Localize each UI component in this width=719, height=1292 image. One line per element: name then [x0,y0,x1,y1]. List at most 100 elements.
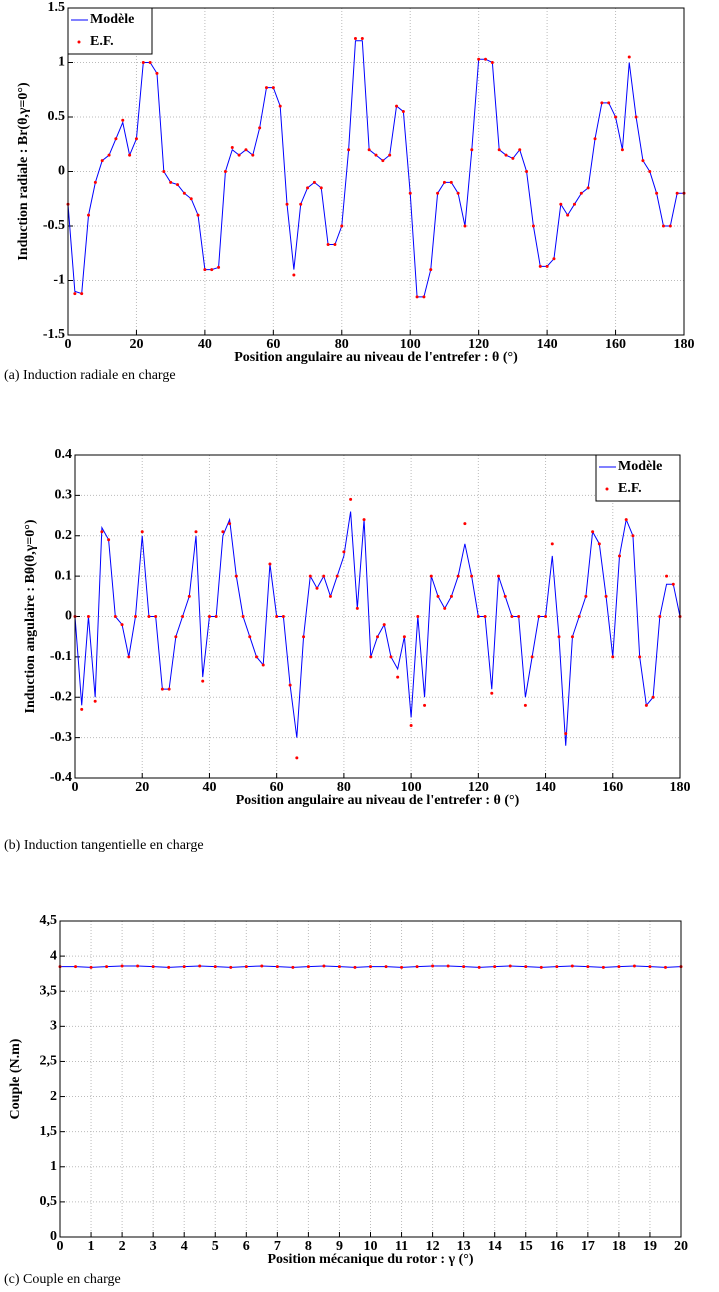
data-point [80,292,84,296]
x-tick-label: 13 [457,1239,471,1254]
x-tick-label: 7 [274,1239,281,1254]
x-tick-label: 140 [537,337,558,352]
y-tick-label: 0,5 [40,1194,58,1209]
data-point [295,756,299,760]
data-point [181,615,185,618]
data-point [230,146,234,150]
y-tick-label: -0.2 [50,689,72,704]
data-point [105,965,109,969]
x-tick-label: 140 [535,780,556,795]
y-tick-label: 1 [58,55,65,70]
x-tick-label: 19 [643,1239,657,1254]
data-point [198,964,202,968]
x-axis-label: Position angulaire au niveau de l'entref… [234,350,518,365]
data-point [369,965,372,969]
data-point [322,574,326,578]
data-point [353,37,357,41]
data-point [264,86,268,90]
y-tick-label: 1 [50,1159,57,1174]
data-point [584,594,588,598]
data-point [436,191,440,195]
x-tick-label: 60 [270,780,284,795]
data-point [401,110,405,114]
data-point [113,615,117,618]
data-point [213,965,217,969]
y-tick-label: 0.4 [55,447,73,462]
data-point [374,153,378,157]
data-point [531,224,535,228]
data-point [408,191,412,195]
y-tick-label: 4 [50,948,57,963]
x-axis-label: Position mécanique du rotor : γ (°) [267,1252,473,1267]
data-point [572,202,576,206]
data-point [545,264,549,268]
data-point [620,148,624,152]
x-tick-label: 160 [602,780,623,795]
data-point [134,615,137,618]
data-point [107,538,111,542]
x-tick-label: 14 [488,1239,502,1254]
legend-label: E.F. [90,34,114,49]
x-tick-label: 0 [72,780,79,795]
data-point [151,965,155,969]
data-point [86,615,90,618]
legend-label: Modèle [618,459,662,474]
data-point [484,57,488,61]
data-point [641,159,645,163]
data-point [340,224,344,228]
legend-box [67,7,153,55]
data-point [384,965,388,969]
data-point [251,153,255,157]
plot-area [60,921,681,1237]
data-point [449,180,453,184]
data-point [347,148,351,152]
data-point [174,635,178,639]
plot-frame [74,454,681,779]
data-point [221,530,225,534]
x-tick-label: 8 [305,1239,312,1254]
data-point [337,965,341,969]
data-point [223,170,227,173]
y-tick-label: -1.5 [43,327,65,342]
data-point [141,61,145,64]
data-point [176,183,180,187]
data-point [120,964,124,968]
x-tick-label: 6 [243,1239,250,1254]
data-point [167,687,171,691]
data-point [586,965,590,969]
data-point [517,615,521,618]
data-point [658,615,662,618]
data-point [167,965,171,969]
y-tick-label: 0.1 [55,568,73,583]
data-point [322,964,326,968]
data-point [396,675,400,679]
data-point [87,213,91,217]
data-point [675,191,679,195]
data-point [415,965,419,969]
x-tick-label: 16 [550,1239,564,1254]
x-tick-label: 20 [129,337,143,352]
data-point [446,964,450,968]
data-point [577,615,581,618]
legend-swatch [605,487,609,491]
x-tick-label: 100 [401,780,422,795]
data-point [288,683,292,687]
data-point [661,224,665,228]
data-point [182,191,186,195]
data-point [244,965,248,969]
data-point [210,268,214,272]
data-point [120,623,124,627]
data-point [80,707,84,711]
data-point [278,104,282,108]
data-point [462,965,466,969]
data-point [557,635,561,639]
data-point [504,153,508,157]
data-point [160,687,164,691]
data-point [476,615,480,618]
data-point [281,615,285,618]
x-tick-label: 10 [364,1239,378,1254]
y-tick-label: 3,5 [40,983,58,998]
data-point [443,606,447,610]
data-point [400,965,404,969]
x-tick-label: 0 [65,337,72,352]
